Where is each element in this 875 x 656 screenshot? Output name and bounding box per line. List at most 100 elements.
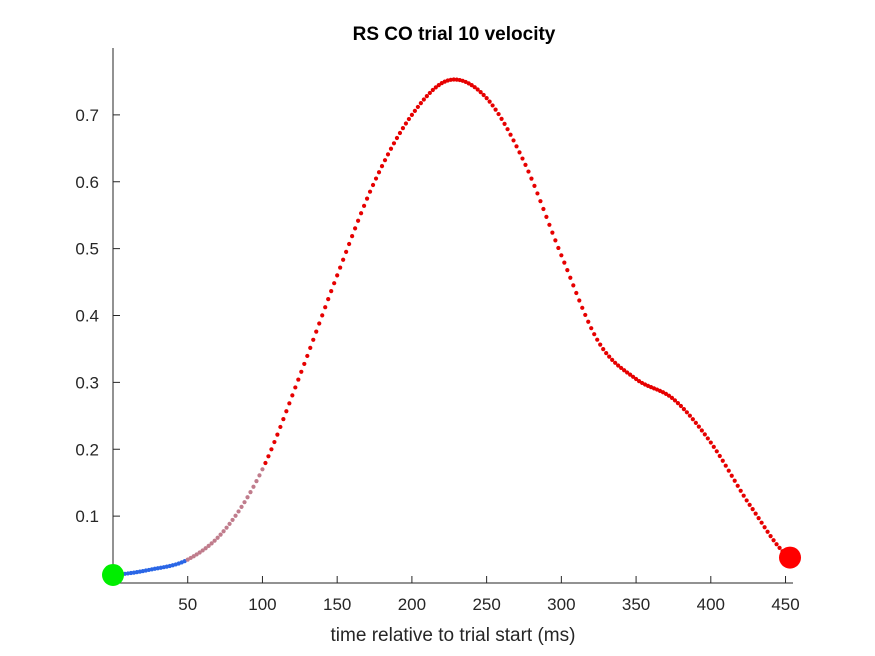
- velocity-point: [666, 393, 672, 398]
- velocity-point: [329, 289, 334, 294]
- velocity-point: [484, 96, 489, 101]
- velocity-point: [514, 144, 519, 149]
- y-tick-label: 0.3: [75, 373, 99, 392]
- velocity-point: [200, 548, 205, 553]
- velocity-point: [218, 532, 223, 537]
- velocity-point: [421, 97, 426, 102]
- velocity-point: [768, 533, 773, 539]
- velocity-point: [269, 447, 274, 452]
- velocity-point: [403, 121, 409, 126]
- velocity-point: [418, 101, 423, 106]
- velocity-point: [311, 337, 316, 342]
- velocity-point: [260, 467, 265, 472]
- x-tick-label: 400: [697, 595, 725, 614]
- velocity-point: [361, 203, 367, 208]
- velocity-point: [344, 249, 349, 254]
- velocity-point: [633, 376, 639, 382]
- velocity-point: [595, 337, 600, 342]
- velocity-point: [388, 146, 394, 151]
- velocity-point: [314, 329, 319, 334]
- velocity-point: [406, 116, 412, 122]
- y-tick-label: 0.1: [75, 507, 99, 526]
- chart-title: RS CO trial 10 velocity: [353, 24, 556, 45]
- velocity-point: [535, 191, 540, 196]
- velocity-point: [364, 196, 370, 201]
- velocity-point: [409, 112, 414, 117]
- velocity-point: [508, 132, 513, 137]
- velocity-point: [744, 498, 749, 503]
- velocity-point: [708, 440, 713, 445]
- velocity-point: [630, 374, 636, 379]
- velocity-point: [299, 369, 304, 374]
- x-tick-label: 50: [178, 595, 197, 614]
- velocity-point: [221, 529, 226, 534]
- velocity-point: [717, 453, 722, 459]
- velocity-point: [305, 353, 310, 359]
- velocity-point: [693, 420, 698, 425]
- velocity-point: [350, 234, 355, 239]
- velocity-point: [586, 319, 591, 324]
- velocity-point: [206, 543, 211, 549]
- velocity-point: [266, 454, 271, 459]
- velocity-point: [541, 206, 546, 212]
- velocity-point: [397, 130, 403, 136]
- velocity-point: [702, 432, 707, 437]
- velocity-point: [765, 529, 770, 534]
- endpoint-markers: [102, 546, 802, 586]
- velocity-point: [335, 273, 340, 278]
- y-tick-label: 0.7: [75, 106, 99, 125]
- velocity-point: [212, 538, 217, 543]
- x-tick-label: 300: [547, 595, 575, 614]
- velocity-point: [601, 347, 606, 352]
- x-tick-label: 250: [472, 595, 500, 614]
- end-marker: [779, 546, 802, 569]
- velocity-point: [523, 162, 528, 167]
- velocity-point: [547, 222, 552, 227]
- velocity-point: [559, 253, 564, 258]
- velocity-point: [538, 199, 543, 204]
- velocity-point: [711, 444, 716, 449]
- velocity-point: [598, 342, 603, 347]
- velocity-point: [762, 525, 767, 530]
- velocity-point: [520, 156, 525, 161]
- velocity-point: [203, 546, 208, 551]
- velocity-point: [394, 135, 400, 141]
- velocity-point: [628, 372, 633, 377]
- velocity-point: [293, 385, 298, 390]
- velocity-point: [353, 226, 358, 231]
- velocity-point: [723, 463, 728, 468]
- velocity-point: [526, 169, 531, 174]
- velocity-point: [577, 298, 582, 303]
- velocity-point: [233, 513, 238, 518]
- velocity-point: [275, 432, 280, 437]
- velocity-point: [209, 541, 214, 546]
- velocity-point: [589, 326, 594, 331]
- velocity-point: [732, 478, 737, 483]
- velocity-point: [379, 164, 385, 169]
- velocity-point: [287, 401, 292, 406]
- velocity-point: [493, 107, 498, 112]
- velocity-point: [678, 403, 684, 409]
- velocity-point: [436, 83, 441, 88]
- velocity-point: [415, 104, 420, 110]
- axes: 50 100 150 200 250 300 350 400 450 0.1 0.2 0.3 0.4 0.…: [75, 48, 800, 614]
- velocity-point: [687, 413, 692, 418]
- velocity-point: [675, 401, 681, 406]
- velocity-point: [613, 360, 618, 365]
- velocity-point: [705, 436, 710, 441]
- velocity-point: [254, 479, 259, 484]
- velocity-point: [469, 83, 474, 88]
- data-points: [110, 77, 791, 578]
- velocity-point: [625, 370, 630, 375]
- velocity-point: [529, 176, 534, 181]
- x-tick-label: 150: [323, 595, 351, 614]
- y-tick-label: 0.2: [75, 440, 99, 459]
- velocity-point: [729, 473, 734, 478]
- velocity-point: [690, 417, 695, 422]
- velocity-point: [604, 350, 609, 356]
- velocity-point: [580, 305, 585, 310]
- velocity-point: [194, 552, 199, 557]
- velocity-point: [720, 458, 725, 463]
- velocity-point: [607, 354, 612, 359]
- x-tick-label: 100: [248, 595, 276, 614]
